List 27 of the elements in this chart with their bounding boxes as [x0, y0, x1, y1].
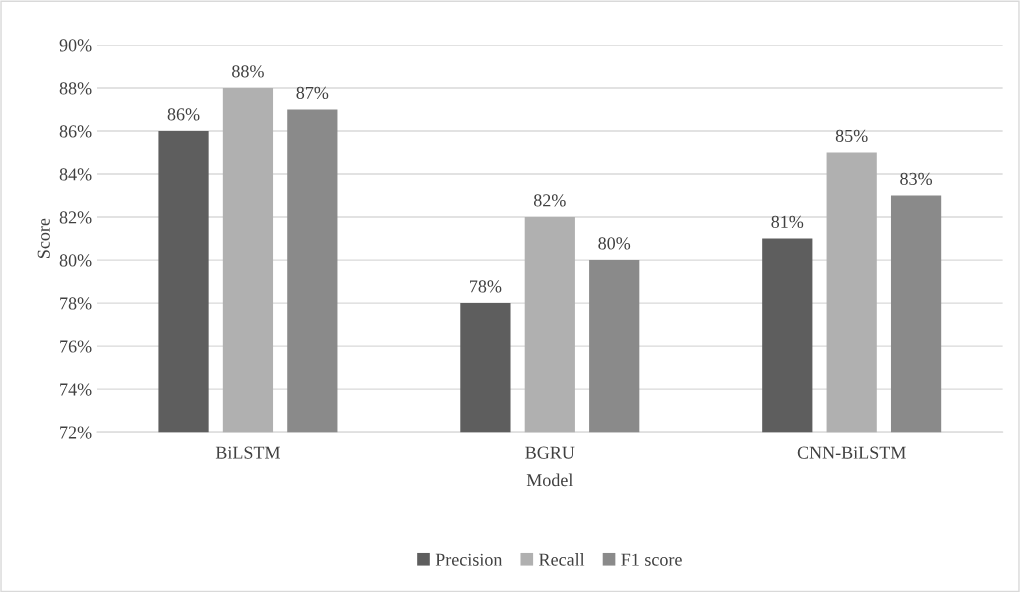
y-tick-label: 88% [59, 82, 92, 95]
y-tick-label: 74% [60, 383, 92, 396]
y-tick-label: 82% [59, 211, 92, 224]
y-tick-label: 90% [59, 39, 92, 52]
x-tick-label: BGRU [525, 446, 575, 459]
y-tick-label: 78% [60, 297, 92, 310]
x-axis-title: Model [526, 473, 574, 487]
y-tick-label: 80% [59, 254, 92, 267]
y-tick-label: 76% [60, 340, 92, 353]
legend-label: F1 score [621, 553, 682, 566]
y-tick-label: 84% [59, 168, 92, 181]
data-label: 86% [167, 108, 200, 121]
x-tick-label: CNN-BiLSTM [797, 446, 906, 459]
data-label: 83% [900, 172, 933, 185]
data-label: 87% [296, 86, 329, 99]
data-label: 85% [835, 129, 868, 142]
data-label: 82% [533, 194, 566, 207]
y-axis-title: Score [37, 218, 50, 258]
data-label: 78% [470, 280, 502, 293]
y-tick-label: 72% [60, 426, 92, 439]
legend-label: Precision [435, 553, 503, 566]
data-label: 88% [232, 65, 264, 78]
data-label: 80% [598, 237, 631, 250]
data-label: 81% [771, 215, 804, 229]
legend-label: Recall [539, 553, 585, 566]
x-tick-label: BiLSTM [215, 446, 281, 459]
y-tick-label: 86% [59, 125, 92, 138]
